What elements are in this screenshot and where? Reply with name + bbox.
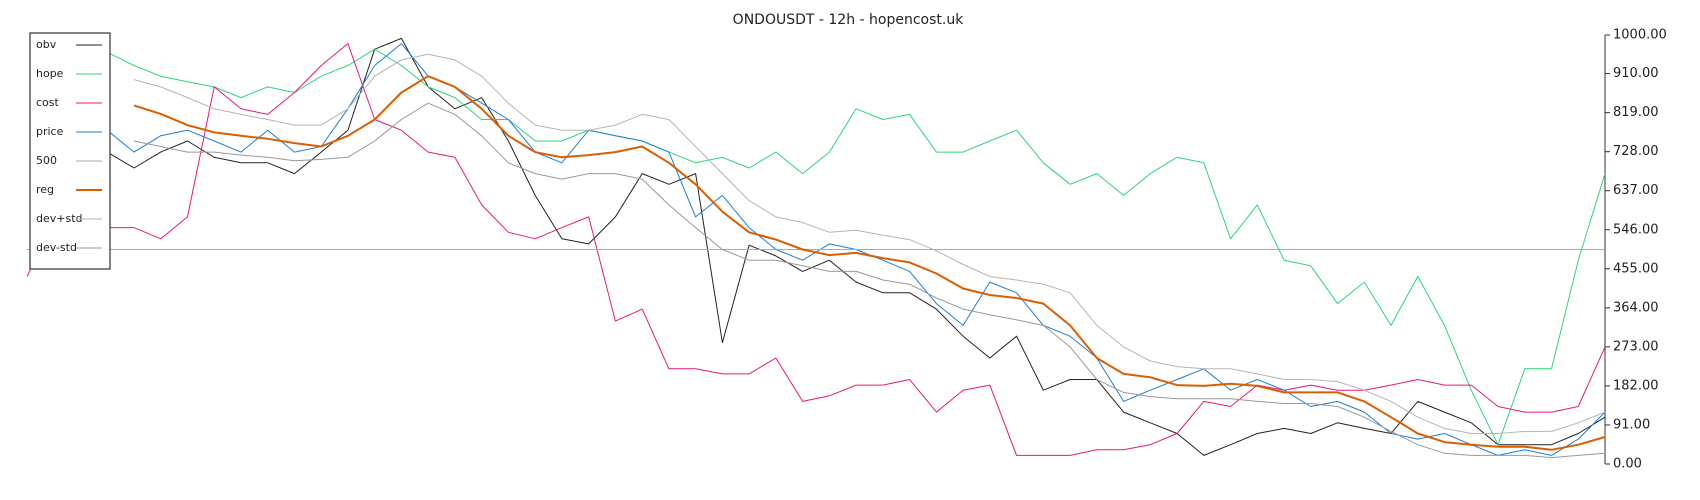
series-line xyxy=(26,43,1606,456)
y-tick-label: 0.00 xyxy=(1613,457,1642,472)
y-tick-label: 728.00 xyxy=(1613,144,1659,159)
y-tick-label: 455.00 xyxy=(1613,261,1659,276)
y-tick-label: 91.00 xyxy=(1613,417,1650,432)
series-line xyxy=(133,75,1606,451)
y-tick-label: 910.00 xyxy=(1613,66,1659,81)
legend-label: dev-std xyxy=(36,241,77,254)
legend-label: price xyxy=(36,125,64,138)
chart-title: ONDOUSDT - 12h - hopencost.uk xyxy=(733,12,965,28)
legend-label: hope xyxy=(36,67,64,80)
y-tick-label: 273.00 xyxy=(1613,339,1659,354)
series-line xyxy=(106,48,1606,446)
legend-box xyxy=(29,32,111,270)
y-tick-label: 364.00 xyxy=(1613,300,1659,315)
y-tick-label: 819.00 xyxy=(1613,105,1659,120)
legend: obv hope cost price 500 reg dev+std dev-std xyxy=(29,32,111,270)
y-tick-label: 1000.00 xyxy=(1613,28,1667,43)
y-tick-label: 637.00 xyxy=(1613,183,1659,198)
legend-label: cost xyxy=(36,96,60,109)
series-line xyxy=(133,102,1606,459)
legend-label: 500 xyxy=(36,154,57,167)
legend-label: dev+std xyxy=(36,212,83,225)
y-tick-label: 546.00 xyxy=(1613,222,1659,237)
legend-label: obv xyxy=(36,38,57,51)
series-line xyxy=(133,53,1606,434)
y-tick-label: 182.00 xyxy=(1613,378,1659,393)
series-line xyxy=(106,37,1606,456)
legend-label: reg xyxy=(36,183,54,196)
